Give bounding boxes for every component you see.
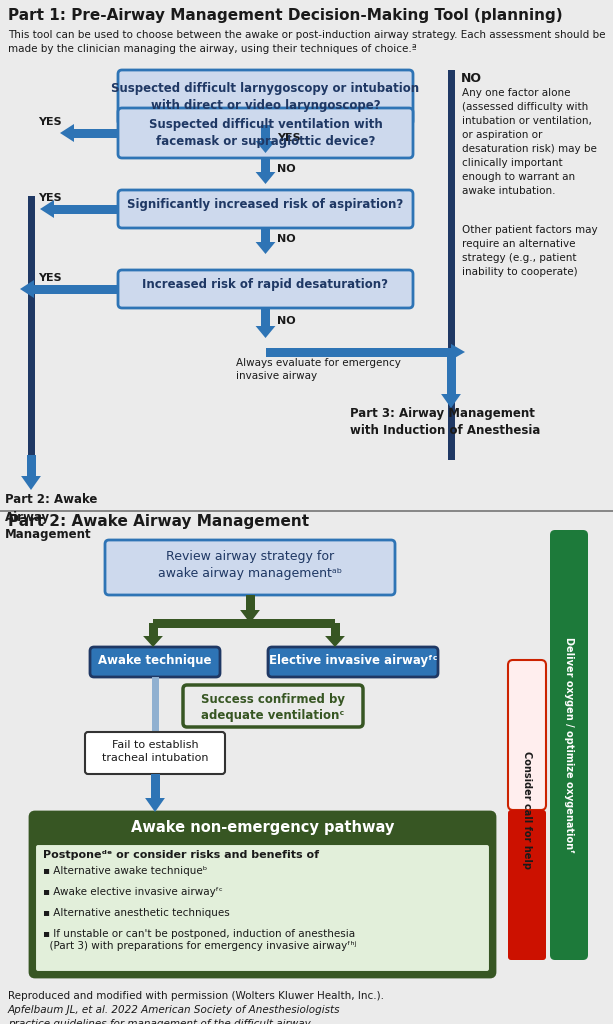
Polygon shape <box>20 280 34 298</box>
Polygon shape <box>325 636 345 647</box>
Polygon shape <box>60 124 74 142</box>
Text: Reproduced and modified with permission (Wolters Kluwer Health, Inc.).: Reproduced and modified with permission … <box>8 991 384 1001</box>
Bar <box>26 455 36 476</box>
FancyBboxPatch shape <box>118 190 413 228</box>
Bar <box>261 158 270 172</box>
Polygon shape <box>145 798 165 812</box>
Text: Consider call for help: Consider call for help <box>522 751 532 869</box>
Text: Increased risk of rapid desaturation?: Increased risk of rapid desaturation? <box>142 278 389 291</box>
FancyBboxPatch shape <box>183 685 363 727</box>
Polygon shape <box>21 476 41 490</box>
Bar <box>448 70 455 460</box>
Bar <box>265 348 451 357</box>
Text: This tool can be used to choose between the awake or post-induction airway strat: This tool can be used to choose between … <box>8 30 606 53</box>
FancyBboxPatch shape <box>118 270 413 308</box>
Text: NO: NO <box>278 164 296 174</box>
Bar <box>330 623 340 636</box>
Bar <box>261 308 270 326</box>
Text: Fail to establish
tracheal intubation: Fail to establish tracheal intubation <box>102 740 208 763</box>
Text: Awake non-emergency pathway: Awake non-emergency pathway <box>131 820 394 835</box>
Text: NO: NO <box>278 234 296 244</box>
FancyBboxPatch shape <box>90 647 220 677</box>
Text: Apfelbaum JL, et al. 2022 American Society of Anesthesiologists
practice guideli: Apfelbaum JL, et al. 2022 American Socie… <box>8 1005 340 1024</box>
Text: NO: NO <box>461 72 482 85</box>
Text: YES: YES <box>38 193 62 203</box>
Polygon shape <box>40 200 54 218</box>
Bar <box>245 595 254 610</box>
Bar <box>28 196 35 455</box>
Bar <box>34 285 118 294</box>
Polygon shape <box>451 344 465 360</box>
FancyBboxPatch shape <box>35 844 490 972</box>
Text: YES: YES <box>278 133 301 143</box>
Bar <box>54 205 118 213</box>
Polygon shape <box>256 172 275 184</box>
FancyBboxPatch shape <box>30 812 495 977</box>
Bar <box>152 677 159 732</box>
Text: Success confirmed by
adequate ventilationᶜ: Success confirmed by adequate ventilatio… <box>201 693 345 723</box>
Text: ▪ Alternative anesthetic techniques: ▪ Alternative anesthetic techniques <box>43 908 230 918</box>
Text: YES: YES <box>38 117 62 127</box>
Polygon shape <box>256 326 275 338</box>
Bar <box>261 125 270 141</box>
Text: Suspected difficult larnygoscopy or intubation
with direct or video laryngoscope: Suspected difficult larnygoscopy or intu… <box>112 82 419 112</box>
FancyBboxPatch shape <box>105 540 395 595</box>
FancyBboxPatch shape <box>118 108 413 158</box>
Text: Part 3: Airway Management
with Induction of Anesthesia: Part 3: Airway Management with Induction… <box>350 407 541 437</box>
Text: ▪ Alternative awake techniqueᵇ: ▪ Alternative awake techniqueᵇ <box>43 866 207 876</box>
Text: Part 2: Awake Airway Management: Part 2: Awake Airway Management <box>8 514 309 529</box>
FancyBboxPatch shape <box>508 660 546 810</box>
Polygon shape <box>256 242 275 254</box>
Bar <box>148 623 158 636</box>
Text: Any one factor alone
(assessed difficulty with
intubation or ventilation,
or asp: Any one factor alone (assessed difficult… <box>462 88 597 196</box>
Text: Always evaluate for emergency
invasive airway: Always evaluate for emergency invasive a… <box>235 358 400 381</box>
Bar <box>153 618 335 628</box>
FancyBboxPatch shape <box>550 530 588 961</box>
Text: NO: NO <box>278 316 296 326</box>
Text: Deliver oxygen / optimize oxygenationᶠ: Deliver oxygen / optimize oxygenationᶠ <box>564 637 574 853</box>
Text: ▪ Awake elective invasive airwayᶠᶜ: ▪ Awake elective invasive airwayᶠᶜ <box>43 887 223 897</box>
Text: Other patient factors may
require an alternative
strategy (e.g., patient
inabili: Other patient factors may require an alt… <box>462 225 598 278</box>
Bar <box>151 774 159 798</box>
FancyBboxPatch shape <box>118 70 413 125</box>
Text: YES: YES <box>38 273 62 283</box>
Text: Postponeᵈᵉ or consider risks and benefits of: Postponeᵈᵉ or consider risks and benefit… <box>43 850 319 860</box>
Polygon shape <box>256 141 275 153</box>
Text: Review airway strategy for
awake airway managementᵃᵇ: Review airway strategy for awake airway … <box>158 550 342 580</box>
Text: Suspected difficult ventilation with
facemask or supraglottic device?: Suspected difficult ventilation with fac… <box>148 118 383 147</box>
Text: Part 2: Awake
Airway
Management: Part 2: Awake Airway Management <box>5 493 97 541</box>
Text: Significantly increased risk of aspiration?: Significantly increased risk of aspirati… <box>128 198 403 211</box>
Text: Elective invasive airwayᶠᶜ: Elective invasive airwayᶠᶜ <box>268 654 437 667</box>
Bar <box>0 510 613 512</box>
Text: Part 1: Pre-Airway Management Decision-Making Tool (planning): Part 1: Pre-Airway Management Decision-M… <box>8 8 563 23</box>
Polygon shape <box>240 610 260 623</box>
Polygon shape <box>143 636 163 647</box>
FancyBboxPatch shape <box>268 647 438 677</box>
FancyBboxPatch shape <box>85 732 225 774</box>
Polygon shape <box>441 394 461 408</box>
Bar <box>74 128 118 137</box>
Text: Awake technique: Awake technique <box>98 654 211 667</box>
Text: ▪ If unstable or can't be postponed, induction of anesthesia
  (Part 3) with pre: ▪ If unstable or can't be postponed, ind… <box>43 929 357 951</box>
FancyBboxPatch shape <box>508 810 546 961</box>
Bar <box>261 228 270 242</box>
Bar <box>446 348 455 394</box>
